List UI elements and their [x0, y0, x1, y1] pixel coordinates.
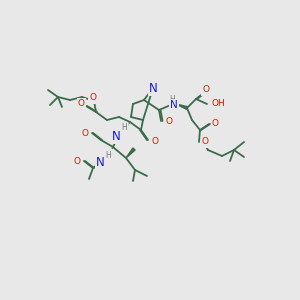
Text: O: O	[74, 157, 81, 166]
Polygon shape	[176, 104, 188, 109]
Text: H: H	[121, 124, 127, 133]
Text: O: O	[89, 94, 97, 103]
Polygon shape	[126, 148, 135, 158]
Text: N: N	[112, 130, 120, 142]
Text: O: O	[202, 85, 209, 94]
Text: OH: OH	[212, 100, 226, 109]
Text: O: O	[151, 136, 158, 146]
Text: N: N	[170, 100, 178, 110]
Text: O: O	[82, 128, 89, 137]
Text: N: N	[148, 82, 158, 94]
Text: H: H	[169, 94, 175, 103]
Text: O: O	[202, 137, 209, 146]
Text: N: N	[96, 157, 104, 169]
Text: O: O	[78, 100, 85, 109]
Text: O: O	[212, 118, 219, 127]
Text: O: O	[165, 116, 172, 125]
Text: H: H	[105, 151, 111, 160]
